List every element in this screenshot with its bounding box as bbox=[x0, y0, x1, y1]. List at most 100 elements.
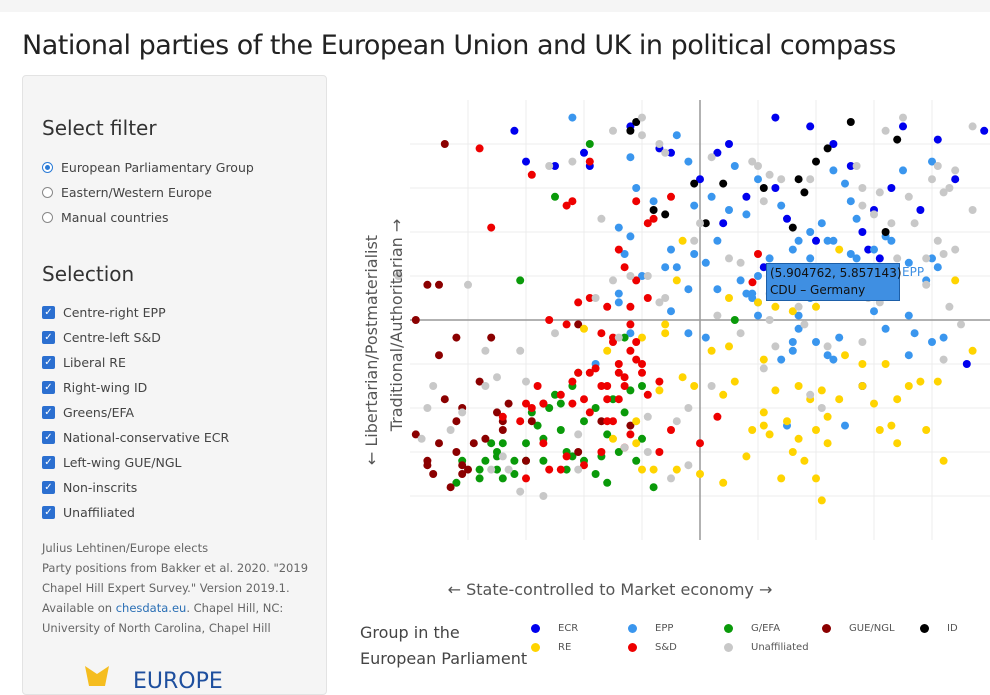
data-point bbox=[620, 373, 629, 382]
data-point bbox=[620, 250, 629, 258]
data-point bbox=[649, 214, 658, 223]
legend-item-id[interactable]: ID bbox=[920, 623, 958, 634]
checkbox-icon[interactable]: ✓ bbox=[42, 331, 55, 344]
data-point bbox=[609, 395, 617, 404]
data-point bbox=[928, 338, 936, 346]
data-point bbox=[580, 461, 588, 470]
checkbox-unaffiliated[interactable]: ✓ Unaffiliated bbox=[42, 505, 135, 520]
checkbox-icon[interactable]: ✓ bbox=[42, 481, 55, 494]
legend-item-gue-ngl[interactable]: GUE/NGL bbox=[822, 623, 895, 634]
data-point bbox=[806, 254, 815, 263]
checkbox-icon[interactable]: ✓ bbox=[42, 356, 55, 369]
data-point bbox=[719, 390, 728, 399]
data-point bbox=[504, 399, 513, 408]
data-point bbox=[626, 232, 635, 241]
checkbox-label: Centre-right EPP bbox=[63, 305, 166, 320]
data-point bbox=[841, 179, 849, 188]
checkbox-centre-right-epp[interactable]: ✓ Centre-right EPP bbox=[42, 305, 166, 320]
legend-item-s-d[interactable]: S&D bbox=[628, 642, 677, 653]
data-point bbox=[858, 338, 867, 346]
checkbox-icon[interactable]: ✓ bbox=[42, 381, 55, 394]
data-point bbox=[852, 214, 861, 223]
data-point bbox=[823, 236, 832, 245]
data-point bbox=[858, 184, 867, 192]
radio-option-eastern-western-europe[interactable]: Eastern/Western Europe bbox=[42, 185, 212, 200]
data-point bbox=[568, 197, 577, 206]
data-point bbox=[771, 113, 780, 122]
data-point bbox=[638, 360, 646, 368]
data-point bbox=[481, 346, 490, 355]
data-point bbox=[794, 236, 803, 245]
data-point bbox=[730, 316, 739, 324]
data-point bbox=[951, 166, 960, 175]
credits-source-end: . Chapel Hill, NC: University of North C… bbox=[42, 601, 284, 635]
data-point bbox=[684, 157, 693, 166]
data-point bbox=[603, 430, 612, 439]
data-point bbox=[632, 197, 641, 206]
legend-item-epp[interactable]: EPP bbox=[628, 623, 673, 634]
checkbox-left-wing-gue-ngl[interactable]: ✓ Left-wing GUE/NGL bbox=[42, 455, 182, 470]
data-point bbox=[939, 188, 948, 197]
checkbox-liberal-re[interactable]: ✓ Liberal RE bbox=[42, 355, 126, 370]
data-point bbox=[574, 465, 583, 474]
data-point bbox=[585, 408, 594, 417]
radio-button[interactable] bbox=[42, 162, 53, 173]
checkbox-greens-efa[interactable]: ✓ Greens/EFA bbox=[42, 405, 134, 420]
checkbox-icon[interactable]: ✓ bbox=[42, 431, 55, 444]
radio-button[interactable] bbox=[42, 187, 53, 198]
data-point bbox=[527, 417, 536, 426]
checkbox-icon[interactable]: ✓ bbox=[42, 306, 55, 319]
legend-item-unaffiliated[interactable]: Unaffiliated bbox=[724, 642, 809, 653]
data-point bbox=[910, 329, 919, 338]
data-point bbox=[661, 320, 670, 329]
checkbox-icon[interactable]: ✓ bbox=[42, 406, 55, 419]
data-point bbox=[783, 214, 791, 223]
data-point bbox=[643, 294, 652, 302]
data-point bbox=[597, 417, 606, 426]
data-point bbox=[725, 206, 733, 214]
data-point bbox=[759, 197, 768, 206]
y-axis-label-line2: Traditional/Authoritarian → bbox=[387, 219, 406, 433]
data-point bbox=[603, 302, 612, 311]
data-point bbox=[777, 474, 786, 483]
data-point bbox=[527, 404, 536, 412]
data-point bbox=[893, 395, 902, 404]
data-point bbox=[713, 412, 722, 421]
radio-option-manual-countries[interactable]: Manual countries bbox=[42, 210, 168, 225]
radio-button[interactable] bbox=[42, 212, 53, 223]
legend-item-re[interactable]: RE bbox=[531, 642, 571, 653]
chesdata-link[interactable]: chesdata.eu bbox=[115, 601, 187, 615]
data-point bbox=[725, 140, 733, 148]
data-point bbox=[632, 118, 641, 126]
data-point bbox=[620, 443, 629, 452]
radio-label: Manual countries bbox=[61, 210, 169, 225]
checkbox-centre-left-sd[interactable]: ✓ Centre-left S&D bbox=[42, 330, 161, 345]
checkbox-icon[interactable]: ✓ bbox=[42, 456, 55, 469]
data-point bbox=[696, 175, 704, 184]
data-point bbox=[638, 333, 646, 342]
data-point bbox=[690, 382, 699, 390]
scatter-chart: ← State-controlled to Market economy → ← … bbox=[330, 80, 990, 677]
radio-option-european-parliamentary-group[interactable]: European Parliamentary Group bbox=[42, 160, 254, 175]
data-point bbox=[585, 294, 594, 302]
data-point bbox=[858, 228, 867, 236]
data-point bbox=[522, 439, 530, 448]
data-point bbox=[481, 456, 490, 465]
data-point bbox=[649, 206, 658, 214]
data-point bbox=[435, 439, 443, 448]
data-point bbox=[516, 487, 525, 496]
data-point bbox=[585, 368, 594, 377]
legend-label: ID bbox=[947, 623, 958, 634]
data-point bbox=[655, 377, 664, 386]
checkbox-non-inscrits[interactable]: ✓ Non-inscrits bbox=[42, 480, 137, 495]
data-point bbox=[742, 192, 751, 201]
legend-label: RE bbox=[558, 642, 572, 653]
legend-item-g-efa[interactable]: G/EFA bbox=[724, 623, 780, 634]
legend-item-ecr[interactable]: ECR bbox=[531, 623, 578, 634]
data-point bbox=[904, 351, 913, 360]
checkbox-national-conservative-ecr[interactable]: ✓ National-conservative ECR bbox=[42, 430, 229, 445]
data-point bbox=[568, 377, 577, 386]
data-point bbox=[446, 483, 455, 492]
checkbox-right-wing-id[interactable]: ✓ Right-wing ID bbox=[42, 380, 147, 395]
checkbox-icon[interactable]: ✓ bbox=[42, 506, 55, 519]
